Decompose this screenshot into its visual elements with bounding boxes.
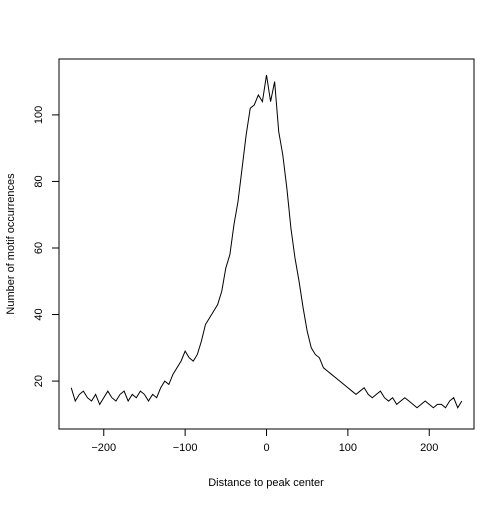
x-tick-label: 0 <box>263 442 269 454</box>
y-tick-label: 100 <box>33 106 45 124</box>
x-tick-label: −200 <box>91 442 116 454</box>
y-axis: 20 40 60 80 100 <box>33 106 60 387</box>
y-tick-label: 40 <box>33 308 45 320</box>
x-tick-label: 100 <box>339 442 357 454</box>
x-axis-label: Distance to peak center <box>208 477 324 489</box>
y-tick-label: 20 <box>33 375 45 387</box>
x-tick-label: −100 <box>173 442 198 454</box>
y-axis-label: Number of motif occurrences <box>5 173 17 315</box>
series-line <box>70 74 463 409</box>
y-tick-label: 80 <box>33 175 45 187</box>
x-axis: −200 −100 0 100 200 <box>91 428 438 454</box>
x-tick-label: 200 <box>420 442 438 454</box>
y-tick-label: 60 <box>33 242 45 254</box>
